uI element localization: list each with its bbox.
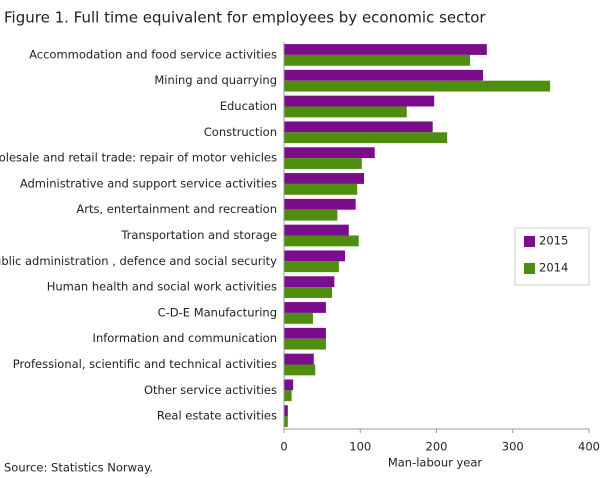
y-tick-label: Accommodation and food service activitie… — [29, 47, 277, 61]
bar — [284, 183, 358, 195]
y-tick-label: C-D-E Manufacturing — [158, 305, 277, 319]
source: Source: Statistics Norway. — [4, 461, 153, 475]
bar — [284, 95, 435, 107]
y-tick-label: Real estate activities — [157, 409, 277, 423]
bar — [284, 69, 484, 81]
x-tick-label: 200 — [426, 440, 448, 454]
bar — [284, 276, 335, 288]
legend-box — [514, 227, 590, 286]
y-tick-label: Education — [220, 99, 277, 113]
bar — [284, 44, 487, 55]
bar — [284, 224, 349, 236]
legend-swatch — [524, 236, 535, 247]
bar — [284, 312, 313, 324]
y-tick-label: Transportation and storage — [120, 228, 277, 242]
legend-swatch — [524, 263, 535, 274]
bar — [284, 416, 288, 427]
y-tick-label: Human health and social work activities — [47, 280, 277, 294]
y-tick-label: Other service activities — [144, 383, 277, 397]
legend-label: 2015 — [539, 234, 568, 248]
legend-label: 2014 — [539, 261, 568, 275]
y-tick-label: Information and communication — [93, 331, 277, 345]
bar — [284, 327, 326, 339]
bar — [284, 390, 292, 402]
y-tick-label: Public administration , defence and soci… — [0, 254, 277, 268]
bar — [284, 121, 433, 133]
bar — [284, 209, 338, 221]
bar — [284, 302, 326, 313]
bar — [284, 287, 333, 298]
y-tick-label: Arts, entertainment and recreation — [76, 202, 277, 216]
bar — [284, 198, 356, 210]
x-tick-label: 400 — [578, 440, 600, 454]
y-tick-label: Mining and quarrying — [154, 73, 277, 87]
bar — [284, 173, 365, 184]
bar — [284, 106, 407, 118]
chart-title: Figure 1. Full time equivalent for emplo… — [4, 9, 486, 27]
bar — [284, 54, 471, 66]
bar — [284, 147, 375, 159]
bar — [284, 338, 326, 350]
x-tick-label: 100 — [349, 440, 371, 454]
x-tick-label: 0 — [280, 440, 287, 454]
y-tick-label: Wholesale and retail trade: repair of mo… — [0, 151, 277, 165]
bar — [284, 364, 316, 376]
bar — [284, 261, 339, 273]
bar — [284, 158, 362, 169]
x-tick-label: 300 — [502, 440, 524, 454]
bar — [284, 379, 294, 391]
bar — [284, 80, 551, 92]
bar — [284, 250, 345, 262]
x-axis-title: Man-labour year — [388, 456, 483, 470]
bar — [284, 353, 314, 365]
bar — [284, 132, 448, 144]
y-tick-label: Administrative and support service activ… — [20, 176, 277, 190]
y-tick-label: Professional, scientific and technical a… — [13, 357, 277, 371]
bar — [284, 405, 288, 417]
bar — [284, 235, 359, 247]
y-tick-label: Construction — [204, 125, 277, 139]
